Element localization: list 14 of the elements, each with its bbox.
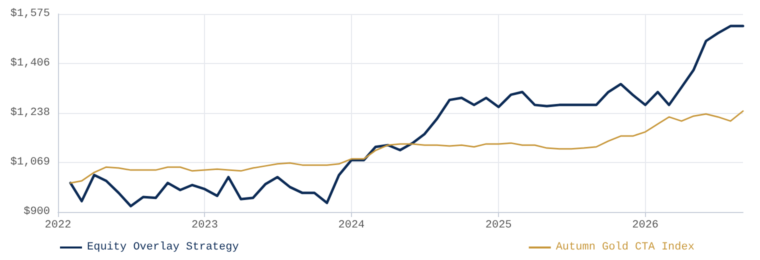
x-tick-label: 2023 (192, 220, 218, 232)
x-tick-label: 2026 (632, 220, 659, 232)
legend-label: Autumn Gold CTA Index (556, 242, 695, 254)
x-tick-label: 2025 (485, 220, 512, 232)
x-tick-label: 2024 (338, 220, 366, 232)
y-tick-label: $1,575 (10, 8, 50, 20)
line-series (70, 110, 744, 184)
y-tick-label: $900 (24, 206, 50, 218)
y-tick-label: $1,238 (10, 107, 50, 119)
y-tick-label: $1,406 (10, 58, 50, 70)
x-tick-label: 2022 (44, 220, 72, 232)
legend-label: Equity Overlay Strategy (87, 242, 240, 254)
line-series (69, 24, 744, 208)
y-tick-label: $1,069 (10, 156, 50, 168)
